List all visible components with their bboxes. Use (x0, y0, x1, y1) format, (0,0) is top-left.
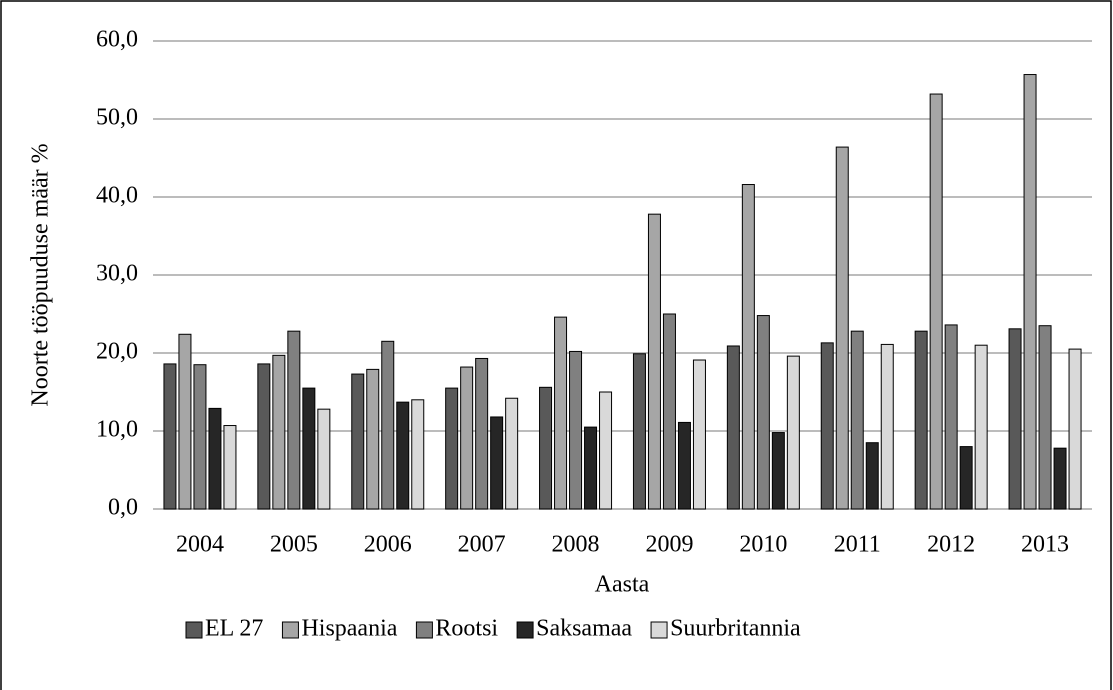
legend-label: Saksamaa (536, 616, 632, 642)
bar (163, 363, 177, 510)
bar (850, 330, 864, 510)
legend-label: Rootsi (435, 616, 498, 642)
bar (677, 421, 691, 510)
x-axis-title: Aasta (595, 572, 650, 598)
bar (880, 343, 894, 510)
x-tick-label: 2005 (270, 532, 318, 558)
y-tick-label: 10,0 (96, 417, 138, 443)
bar (1023, 74, 1037, 510)
bar (445, 387, 459, 510)
bar (786, 355, 800, 510)
bar (944, 324, 958, 510)
bar (475, 357, 489, 510)
bar (914, 330, 928, 510)
bar (959, 446, 973, 510)
legend-label: Hispaania (301, 616, 397, 642)
bar (505, 397, 519, 510)
bar (835, 146, 849, 510)
bar (554, 316, 568, 510)
x-tick-label: 2004 (176, 532, 224, 558)
legend-swatch (650, 621, 668, 639)
x-tick-label: 2011 (834, 532, 881, 558)
bar (1068, 348, 1082, 510)
y-tick-label: 50,0 (96, 105, 138, 131)
bar (584, 426, 598, 510)
y-tick-label: 0,0 (108, 495, 138, 521)
legend-label: EL 27 (205, 616, 263, 642)
bar (287, 330, 301, 510)
bar (381, 340, 395, 510)
legend-swatch (415, 621, 433, 639)
bar (490, 416, 504, 510)
bar (599, 391, 613, 510)
bar (741, 184, 755, 510)
bar (632, 353, 646, 510)
legend-label: Suurbritannia (670, 616, 801, 642)
y-tick-label: 30,0 (96, 261, 138, 287)
bar (771, 432, 785, 510)
x-tick-label: 2006 (364, 532, 412, 558)
bar (974, 344, 988, 510)
bar (351, 373, 365, 510)
x-tick-label: 2013 (1021, 532, 1069, 558)
bar (756, 315, 770, 510)
bar (1008, 328, 1022, 510)
legend-swatch (185, 621, 203, 639)
bar (726, 345, 740, 510)
bar (820, 342, 834, 510)
x-tick-label: 2010 (739, 532, 787, 558)
bar (302, 387, 316, 510)
x-tick-label: 2012 (927, 532, 975, 558)
bar (272, 354, 286, 510)
bar (396, 401, 410, 510)
bar (692, 359, 706, 510)
bar (1038, 325, 1052, 510)
legend-swatch (516, 621, 534, 639)
bar (366, 368, 380, 510)
x-tick-label: 2008 (552, 532, 600, 558)
bar (317, 408, 331, 510)
legend-swatch (281, 621, 299, 639)
bar (569, 350, 583, 510)
bar (929, 93, 943, 510)
bar (865, 442, 879, 510)
y-tick-label: 40,0 (96, 183, 138, 209)
y-tick-label: 60,0 (96, 27, 138, 53)
bar (208, 407, 222, 510)
bar (662, 313, 676, 510)
bar (539, 386, 553, 510)
bar (257, 363, 271, 510)
bar (223, 425, 237, 510)
bar (178, 333, 192, 510)
x-tick-label: 2009 (645, 532, 693, 558)
x-tick-label: 2007 (458, 532, 506, 558)
bar (1053, 447, 1067, 510)
y-axis-title: Noorte tööpuuduse määr % (28, 143, 54, 406)
bar (193, 364, 207, 510)
y-tick-label: 20,0 (96, 339, 138, 365)
bar (411, 399, 425, 510)
bar (460, 366, 474, 510)
bar (647, 213, 661, 510)
